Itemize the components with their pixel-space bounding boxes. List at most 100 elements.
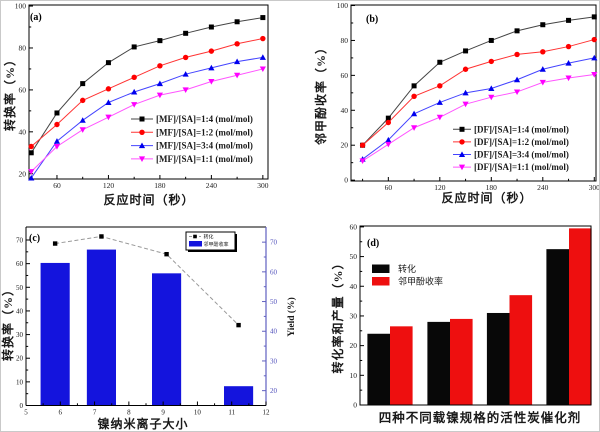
data-marker [410,110,418,117]
data-marker [462,89,469,96]
y-tick-label: 50 [350,252,358,261]
panel-letter-a: (a) [30,12,42,23]
data-marker [359,158,366,165]
bar [546,249,569,405]
x-tick-label: 300 [589,183,600,192]
data-marker [131,88,138,95]
legend-label: [DF]/[SA]=1:1 (mol/mol) [474,162,569,172]
data-marker [463,48,469,54]
data-marker [436,99,443,105]
bar [486,312,510,405]
data-marker [236,322,241,328]
data-marker [488,85,495,91]
legend-label: 转化 [204,234,214,241]
x-tick-label: 12 [263,409,271,417]
data-marker [234,19,240,25]
y-axis-label: 转换率（%） [2,53,17,131]
data-marker [591,14,597,20]
line-series-conversion [52,234,241,328]
data-marker [131,44,137,50]
data-marker [462,101,469,108]
bar [427,321,450,405]
data-marker [513,76,521,83]
y-tick-label: 0 [344,176,348,185]
data-marker [540,22,546,28]
x-tick-label: 8 [127,409,131,417]
data-marker [80,81,86,87]
y-tick-label: 20 [341,141,349,150]
data-marker [105,86,112,92]
x-tick-label: 240 [537,183,549,192]
data-marker [513,89,521,96]
data-marker [411,83,417,89]
legend-swatch [372,277,390,286]
data-marker [28,174,35,181]
x-tick-label: 180 [486,183,498,192]
y-tick-label: 20 [16,355,24,363]
axis-box [28,4,269,180]
y-tick-label: 80 [19,43,27,52]
series-line [55,235,239,326]
data-marker [182,71,189,77]
series-2 [359,36,597,148]
y-tick-label: 50 [16,284,24,292]
x-axis-label: 四种不同载镍规格的活性炭催化剂 [379,410,582,425]
data-marker [99,234,104,239]
y-tick-label: 20 [19,169,27,178]
x-tick-label: 60 [53,181,61,190]
data-marker [28,169,35,175]
x-tick-label: 7 [93,409,97,417]
y-tick-label: 0 [353,401,357,410]
series-3 [359,54,598,162]
data-marker [138,142,146,149]
legend-label: [MF]/[SA]=1:2 (mol/mol) [156,127,253,137]
series-line [30,68,263,173]
legend-label: 转化 [398,263,416,274]
y-tick-label: 60 [16,260,24,268]
x-tick-label: 300 [257,181,269,190]
bar [152,273,182,406]
data-marker [193,234,197,239]
y-tick-label: 40 [16,307,24,315]
data-marker [540,49,546,55]
y-tick-label: 60 [270,268,278,276]
y-tick-label: 20 [270,387,278,395]
data-marker [514,51,520,58]
y-tick-label: 100 [15,2,27,11]
data-marker [437,83,443,89]
data-marker [539,79,546,86]
data-marker [591,36,597,43]
data-marker [488,58,495,65]
data-marker [156,92,164,99]
chart-panel-a: 60 120 180 240 300 20 40 60 80 100 反应时间（秒） 转换率（%） [M… [2,2,269,207]
series-line [362,73,595,162]
data-marker [131,102,138,108]
y-tick-label: 40 [270,328,278,336]
data-marker [514,28,520,34]
data-marker [131,74,137,81]
series-1 [360,14,597,148]
data-marker [591,54,598,61]
series-3 [28,54,266,181]
legend-label: [DF]/[SA]=1:2 (mol/mol) [474,137,569,147]
y-tick-label: 30 [350,311,358,320]
data-marker [411,93,417,100]
y-tick-label: 30 [16,331,24,339]
y-tick-label: 60 [341,71,349,80]
y-tick-label: 20 [350,341,358,350]
data-marker [53,138,61,144]
data-marker [208,64,215,71]
bar-groups [367,228,592,405]
data-marker [182,54,189,61]
y-tick-label: 70 [270,239,278,247]
data-marker [208,24,214,30]
bar [509,295,533,405]
series-2 [28,35,266,150]
data-marker [259,54,266,60]
x-tick-label: 9 [161,409,165,417]
bar [367,333,390,405]
y-tick-label: 40 [350,282,358,291]
data-marker [436,114,443,121]
data-marker [539,66,546,72]
